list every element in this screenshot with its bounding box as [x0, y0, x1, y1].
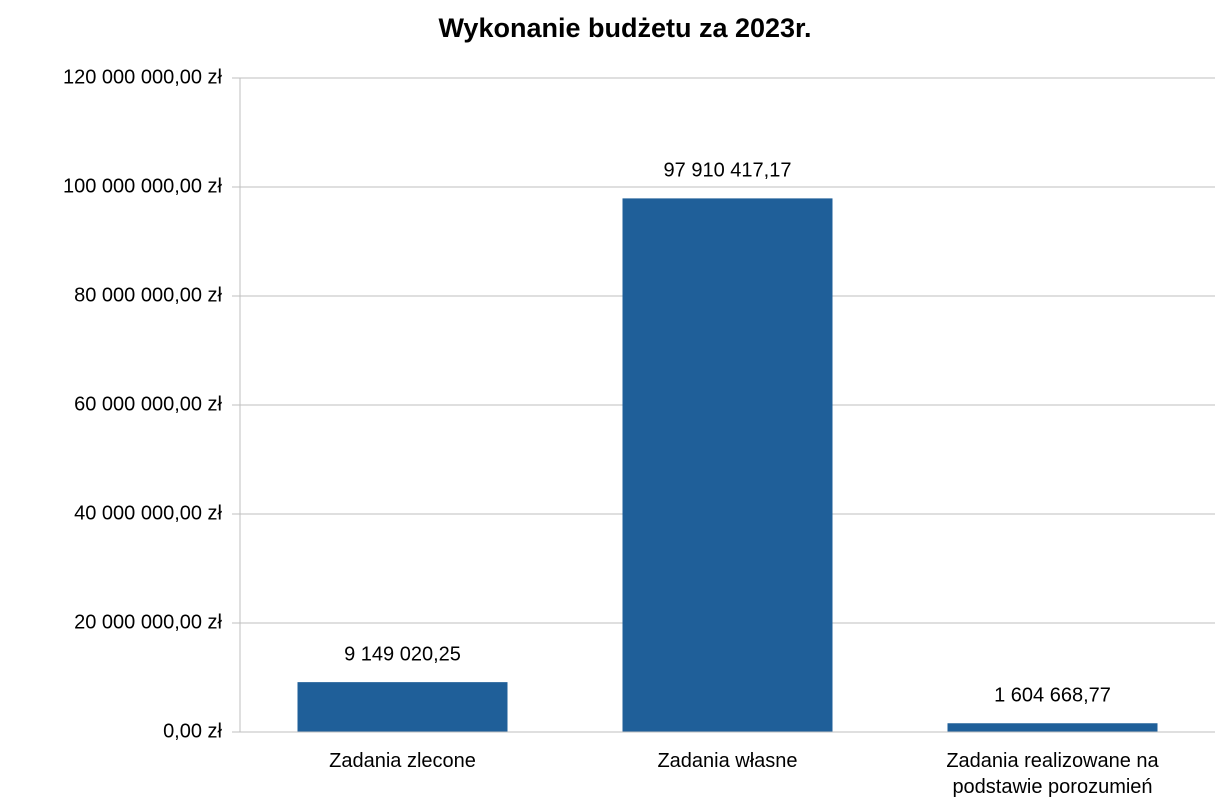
x-tick-label-box: Zadania realizowane na podstawie porozum…: [946, 750, 1159, 798]
y-tick-label: 0,00 zł: [163, 720, 222, 742]
bar: [947, 723, 1158, 732]
data-label: 9 149 020,25: [344, 643, 461, 665]
data-label: 97 910 417,17: [664, 160, 792, 182]
y-tick-label: 100 000 000,00 zł: [63, 175, 223, 197]
y-tick-label: 60 000 000,00 zł: [74, 393, 222, 415]
data-label: 1 604 668,77: [994, 685, 1111, 707]
x-tick-label: Zadania własne: [657, 750, 798, 772]
bar: [622, 198, 833, 732]
x-tick-label-box: Zadania własne: [657, 750, 798, 772]
y-tick-label: 40 000 000,00 zł: [74, 502, 222, 524]
x-tick-label: Zadania realizowane na podstawie porozum…: [946, 750, 1159, 798]
chart-title: Wykonanie budżetu za 2023r.: [438, 13, 811, 43]
y-tick-label: 80 000 000,00 zł: [74, 284, 222, 306]
y-tick-label: 20 000 000,00 zł: [74, 611, 222, 633]
x-tick-label-box: Zadania zlecone: [329, 750, 476, 772]
bar: [297, 682, 508, 732]
y-tick-label: 120 000 000,00 zł: [63, 66, 223, 88]
x-tick-label: Zadania zlecone: [329, 750, 476, 772]
